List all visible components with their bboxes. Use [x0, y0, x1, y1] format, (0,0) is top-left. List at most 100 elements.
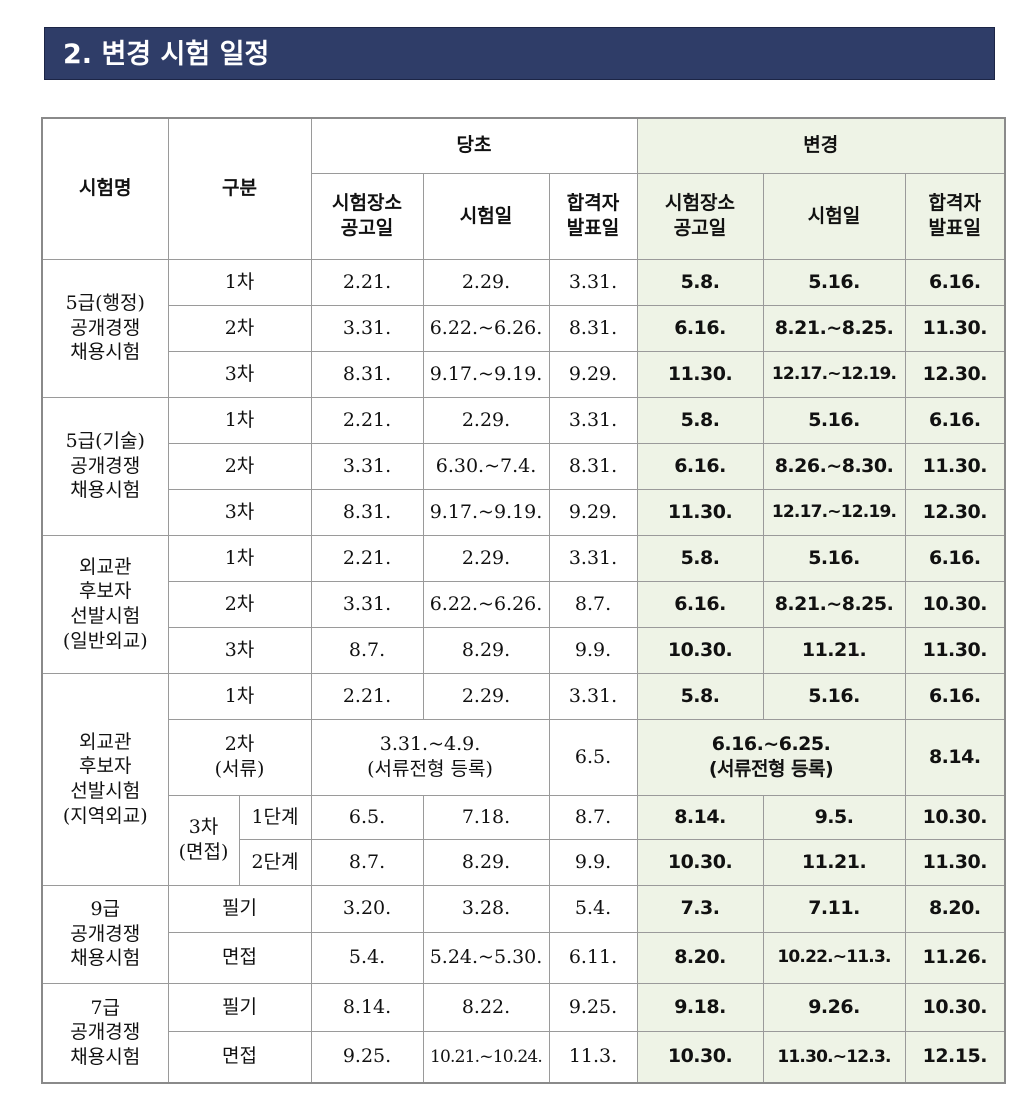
- table-row: 7급 공개경쟁 채용시험 필기 8.14. 8.22. 9.25. 9.18. 9.26. 1…: [41, 982, 1006, 1084]
- original-date: 3.31.: [310, 304, 424, 352]
- section-title: 2. 변경 시험 일정: [44, 27, 995, 80]
- stage: 2차: [167, 580, 312, 628]
- header-cell: 시험명: [41, 117, 169, 260]
- changed-date: 11.26.: [904, 931, 1006, 984]
- changed-date: 8.14.: [904, 718, 1006, 796]
- stage: 1차: [167, 534, 312, 582]
- header-cell: 변경: [636, 117, 1006, 174]
- stage: 1차: [167, 396, 312, 444]
- header-cell: 합격자 발표일: [904, 172, 1006, 260]
- original-date: 9.17.~9.19.: [422, 488, 550, 536]
- changed-date: 11.30.: [904, 304, 1006, 352]
- changed-date: 12.17.~12.19.: [762, 488, 906, 536]
- original-date: 2.21.: [310, 672, 424, 720]
- changed-date: 12.30.: [904, 350, 1006, 398]
- changed-date: 11.30.: [636, 350, 764, 398]
- table-row: 5급(기술) 공개경쟁 채용시험 1차 2.21. 2.29. 3.31. 5.8. 5.1…: [41, 396, 1006, 536]
- exam-name: 외교관 후보자 선발시험 (일반외교): [41, 534, 169, 674]
- table-row: 3차 (면접) 1단계 6.5. 7.18. 8.7. 8.14. 9.5. 10.30.: [42, 794, 1006, 886]
- changed-date: 8.21.~8.25.: [762, 580, 906, 628]
- stage: 1차: [167, 672, 312, 720]
- original-date: 8.31.: [548, 442, 638, 490]
- original-date: 5.4.: [310, 931, 424, 984]
- changed-date: 6.16.: [904, 672, 1006, 720]
- header-cell: 합격자 발표일: [548, 172, 638, 260]
- table-row: 면접 5.4. 5.24.~5.30. 6.11. 8.20. 10.22.~11.3. 1…: [42, 931, 1006, 984]
- table-row: 2차 3.31. 6.30.~7.4. 8.31. 6.16. 8.26.~8.30. 11…: [42, 442, 1006, 490]
- changed-date: 5.16.: [762, 258, 906, 306]
- original-date: 3.20.: [310, 884, 424, 933]
- sub-stage: 2단계: [238, 838, 312, 886]
- changed-date: 11.30.: [904, 442, 1006, 490]
- original-date: 9.9.: [548, 626, 638, 674]
- changed-date: 5.16.: [762, 534, 906, 582]
- header-cell: 시험일: [422, 172, 550, 260]
- changed-date: 7.3.: [636, 884, 764, 933]
- changed-date: 6.16.: [636, 304, 764, 352]
- original-date: 8.31.: [310, 350, 424, 398]
- header-cell: 구분: [167, 117, 312, 260]
- stage: 2차 (서류): [167, 718, 312, 796]
- stage: 면접: [167, 1030, 312, 1084]
- table-row: 2단계 8.7. 8.29. 9.9. 10.30. 11.21. 11.30.: [42, 838, 1006, 886]
- changed-date: 8.20.: [636, 931, 764, 984]
- changed-date: 10.30.: [904, 982, 1006, 1032]
- exam-name: 5급(행정) 공개경쟁 채용시험: [41, 258, 169, 398]
- original-date: 6.5.: [310, 794, 424, 840]
- original-date: 11.3.: [548, 1030, 638, 1084]
- stage: 3차 (면접): [167, 794, 240, 886]
- original-date: 2.21.: [310, 396, 424, 444]
- original-date: 7.18.: [422, 794, 550, 840]
- changed-date: 10.30.: [636, 626, 764, 674]
- changed-date: 5.8.: [636, 258, 764, 306]
- table-row: 9급 공개경쟁 채용시험 필기 3.20. 3.28. 5.4. 7.3. 7.11. 8.2…: [41, 884, 1006, 984]
- exam-name: 9급 공개경쟁 채용시험: [41, 884, 169, 984]
- header-cell: 시험장소 공고일: [310, 172, 424, 260]
- original-date: 10.21.~10.24.: [422, 1030, 550, 1084]
- original-date: 2.29.: [422, 534, 550, 582]
- stage: 면접: [167, 931, 312, 984]
- original-date: 2.29.: [422, 672, 550, 720]
- stage: 3차: [167, 626, 312, 674]
- exam-name: 7급 공개경쟁 채용시험: [41, 982, 169, 1084]
- changed-date: 12.30.: [904, 488, 1006, 536]
- header-cell: 시험장소 공고일: [636, 172, 764, 260]
- original-date: 9.17.~9.19.: [422, 350, 550, 398]
- original-date: 8.31.: [310, 488, 424, 536]
- changed-date: 11.30.~12.3.: [762, 1030, 906, 1084]
- stage: 2차: [167, 304, 312, 352]
- original-date: 6.5.: [548, 718, 638, 796]
- changed-date: 11.30.: [904, 626, 1006, 674]
- original-date: 8.7.: [310, 626, 424, 674]
- schedule-table: 시험명 구분 당초 변경 시험장소 공고일 시험일 합격자 발표일 시험장소 공고일 시…: [41, 117, 1007, 1084]
- stage: 1차: [167, 258, 312, 306]
- changed-date: 9.26.: [762, 982, 906, 1032]
- changed-date: 5.8.: [636, 534, 764, 582]
- original-date: 2.21.: [310, 534, 424, 582]
- changed-date: 5.8.: [636, 672, 764, 720]
- original-date: 9.25.: [548, 982, 638, 1032]
- table-row: 외교관 후보자 선발시험 (지역외교) 1차 2.21. 2.29. 3.31. 5.8.…: [41, 672, 1006, 886]
- exam-name: 외교관 후보자 선발시험 (지역외교): [41, 672, 169, 886]
- table-row: 3차 8.31. 9.17.~9.19. 9.29. 11.30. 12.17.~12.1…: [42, 350, 1006, 398]
- original-date: 6.22.~6.26.: [422, 580, 550, 628]
- table-row: 2차 (서류) 3.31.~4.9. (서류전형 등록) 6.5. 6.16.~6.2…: [42, 718, 1006, 796]
- changed-date: 10.22.~11.3.: [762, 931, 906, 984]
- stage: 필기: [167, 884, 312, 933]
- changed-date: 11.30.: [904, 838, 1006, 886]
- changed-date: 10.30.: [636, 838, 764, 886]
- changed-date: 5.16.: [762, 672, 906, 720]
- original-date: 2.21.: [310, 258, 424, 306]
- original-date: 9.29.: [548, 488, 638, 536]
- changed-date: 12.15.: [904, 1030, 1006, 1084]
- original-date: 6.22.~6.26.: [422, 304, 550, 352]
- original-date: 3.31.: [310, 442, 424, 490]
- original-date: 2.29.: [422, 258, 550, 306]
- original-date: 3.31.: [548, 534, 638, 582]
- changed-date: 8.26.~8.30.: [762, 442, 906, 490]
- original-date: 5.4.: [548, 884, 638, 933]
- changed-date: 12.17.~12.19.: [762, 350, 906, 398]
- changed-date: 6.16.: [904, 396, 1006, 444]
- changed-date: 6.16.~6.25. (서류전형 등록): [636, 718, 906, 796]
